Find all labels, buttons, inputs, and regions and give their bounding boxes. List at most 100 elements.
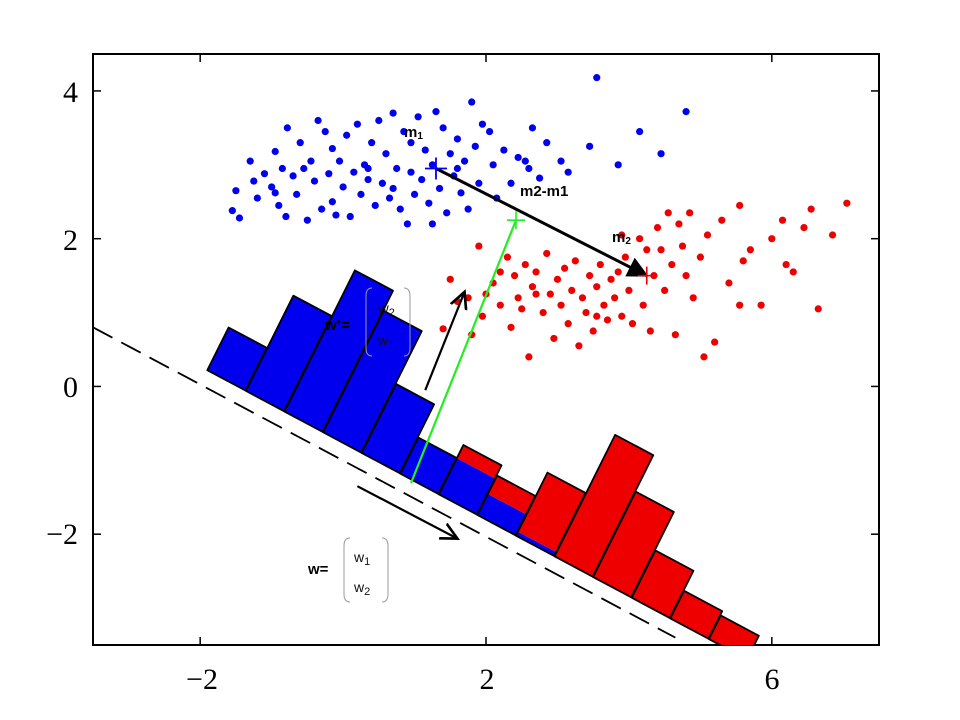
class2-point (586, 272, 594, 280)
class1-point (325, 170, 333, 178)
w-bot-sub: 2 (364, 586, 370, 598)
class2-point (689, 294, 697, 302)
class2-point (678, 242, 687, 250)
class1-point (464, 205, 472, 213)
class2-point (643, 246, 651, 254)
m1-label: m1 (404, 124, 423, 142)
histogram-bar-red (517, 472, 586, 553)
class1-point (339, 183, 347, 191)
class1-point (283, 124, 291, 132)
y-tick-label: 0 (63, 371, 78, 404)
class1-point (521, 157, 529, 165)
class2-point (718, 216, 726, 224)
class2-point (757, 301, 765, 309)
class1-point (500, 146, 508, 154)
projection-axis (93, 326, 676, 639)
class1-point (232, 187, 240, 195)
class2-point (593, 283, 601, 291)
histogram-bar-blue (323, 310, 422, 453)
w-perp-bot-sub: 1 (388, 339, 394, 351)
projection-line (409, 219, 518, 484)
class1-point (268, 183, 276, 191)
class1-point (396, 205, 404, 213)
w-perp-label: w’= (324, 317, 350, 334)
class2-point (521, 260, 529, 269)
axis-ticks (93, 54, 879, 645)
class2-point (618, 231, 626, 239)
class1-point (543, 139, 551, 147)
class2-point (557, 301, 565, 309)
class1-point (586, 142, 594, 150)
class1-point (403, 220, 411, 228)
class2-point (671, 331, 679, 339)
class1-point (389, 184, 397, 193)
class2-point (532, 268, 540, 276)
class1-point (657, 150, 665, 158)
class1-point (475, 179, 483, 187)
class2-point (711, 338, 719, 346)
class2-point (596, 260, 604, 269)
histogram-bar-outline (283, 269, 394, 433)
class1-point (228, 207, 236, 215)
class1-point (443, 209, 451, 217)
class1-point (343, 131, 351, 139)
histogram-bar-outline (816, 693, 856, 717)
class2-point (603, 316, 612, 324)
class1-point (357, 190, 365, 198)
class1-point (485, 127, 494, 136)
class1-point (271, 189, 279, 197)
class2-point (639, 301, 647, 309)
class2-point (675, 220, 683, 228)
class1-point (246, 157, 254, 165)
class2-point (464, 294, 472, 302)
histogram-bar-outline (553, 433, 655, 578)
class2-point (664, 209, 672, 217)
class2-point (539, 308, 547, 317)
class1-point (375, 116, 383, 125)
y-tick-label: −2 (46, 518, 78, 551)
w-top-main: w (353, 549, 365, 565)
histogram-bar-red (670, 590, 723, 639)
class1-point (310, 177, 319, 185)
class1-point (432, 108, 440, 116)
class2-point (593, 312, 601, 320)
class2-point (657, 246, 665, 254)
projection-histogram (206, 269, 856, 717)
class1-point (371, 201, 379, 210)
w-component-top: w1 (353, 549, 370, 568)
histogram-bar-outline (322, 309, 423, 454)
class1-point (468, 98, 476, 106)
class2-point (575, 342, 583, 350)
class1-point (250, 177, 258, 185)
m2-label-sub: 2 (625, 236, 631, 247)
histogram-bar-blue (516, 531, 557, 556)
class2-point (739, 257, 747, 265)
class1-point (303, 216, 311, 224)
histogram-bar-blue (400, 437, 457, 494)
class1-point (564, 168, 572, 176)
class2-point (478, 312, 487, 320)
histogram-bar-red (708, 615, 759, 645)
w-perp-bracket (365, 287, 411, 357)
class2-point (561, 264, 569, 272)
class1-point (428, 220, 437, 228)
class1-point (507, 179, 515, 187)
class2-point (528, 283, 537, 291)
class1-point (457, 189, 465, 197)
class1-point (282, 212, 290, 221)
class1-point (453, 135, 462, 143)
class2-point (636, 235, 644, 243)
w-perp-bot-main: w (377, 332, 389, 348)
projection-axis-line (93, 326, 676, 639)
w-bot-main: w (353, 579, 365, 595)
class1-point (400, 127, 408, 136)
w-perp-arrow (424, 292, 464, 391)
class1-point (321, 127, 329, 136)
class1-point (471, 142, 479, 150)
class2-point (843, 199, 851, 207)
class2-point (661, 286, 669, 294)
class1-point (593, 74, 601, 82)
class2-point (682, 272, 690, 280)
class2-point (736, 301, 744, 309)
histogram-bar-outline (630, 549, 695, 619)
